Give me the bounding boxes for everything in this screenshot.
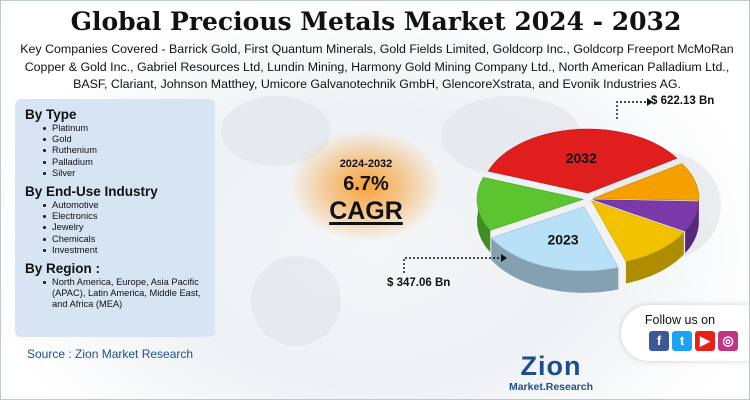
pie-slice-label-2023: 2023 bbox=[547, 232, 578, 248]
pie-slice-side bbox=[685, 201, 699, 254]
source-text: Source : Zion Market Research bbox=[27, 347, 194, 361]
value-label-2032: $ 622.13 Bn bbox=[651, 95, 715, 107]
list-item: Jewelry bbox=[43, 222, 207, 233]
list-item: Electronics bbox=[43, 211, 207, 222]
pie-slice-side bbox=[625, 232, 684, 284]
twitter-icon[interactable]: t bbox=[672, 331, 692, 351]
facebook-icon[interactable]: f bbox=[649, 331, 669, 351]
list-item: Investment bbox=[43, 245, 207, 256]
list-item: Silver bbox=[43, 168, 207, 179]
list-item: North America, Europe, Asia Pacific (APA… bbox=[43, 277, 205, 311]
cagr-label: CAGR bbox=[329, 197, 403, 225]
segment-list-end-use: Automotive Electronics Jewelry Chemicals… bbox=[43, 200, 207, 256]
pie-slice bbox=[590, 200, 685, 262]
logo-main-text: Zion bbox=[520, 351, 582, 381]
pie-slice bbox=[592, 163, 700, 201]
pie-slice-2023 bbox=[490, 206, 619, 272]
value-label-2023: $ 347.06 Bn bbox=[387, 277, 451, 289]
leader-line-2023 bbox=[403, 257, 501, 273]
instagram-icon[interactable]: ◎ bbox=[718, 331, 738, 351]
zion-logo: Zion Market.Research bbox=[506, 351, 596, 395]
arrow-head-2023 bbox=[501, 254, 507, 262]
cagr-glow bbox=[291, 131, 441, 241]
page-title: Global Precious Metals Market 2024 - 203… bbox=[70, 7, 682, 36]
list-item: Gold bbox=[43, 134, 207, 145]
pie-slice-label-2032: 2032 bbox=[566, 150, 597, 166]
cagr-period: 2024-2032 bbox=[339, 158, 393, 170]
list-item: Chemicals bbox=[43, 234, 207, 245]
youtube-icon[interactable]: ▶ bbox=[695, 331, 715, 351]
pie-slice-side bbox=[491, 237, 619, 293]
logo-sub-text: Market.Research bbox=[508, 381, 594, 393]
segment-heading-end-use: By End-Use Industry bbox=[25, 184, 158, 200]
segments-panel: By Type Platinum Gold Ruthenium Palladiu… bbox=[15, 99, 215, 337]
pie-slice-2032 bbox=[487, 128, 678, 194]
segment-heading-type: By Type bbox=[25, 107, 77, 122]
pie-slice bbox=[592, 199, 700, 232]
follow-us-label: Follow us on bbox=[644, 313, 716, 327]
pie-slice bbox=[476, 177, 585, 231]
world-map-decoration bbox=[251, 256, 341, 346]
list-item: Automotive bbox=[43, 200, 207, 211]
arrow-head-2032 bbox=[647, 98, 653, 106]
follow-us-box: Follow us on f t ▶ ◎ bbox=[621, 305, 749, 361]
key-companies-text: Key Companies Covered - Barrick Gold, Fi… bbox=[20, 42, 734, 91]
cagr-value: 6.7% bbox=[343, 173, 389, 195]
list-item: Ruthenium bbox=[43, 145, 207, 156]
segment-heading-region: By Region : bbox=[25, 261, 101, 277]
leader-line-2032 bbox=[616, 101, 647, 119]
segment-list-type: Platinum Gold Ruthenium Palladium Silver bbox=[43, 123, 207, 179]
pie-slice-side bbox=[477, 190, 491, 253]
segment-list-region: North America, Europe, Asia Pacific (APA… bbox=[43, 277, 205, 311]
list-item: Platinum bbox=[43, 123, 207, 134]
list-item: Palladium bbox=[43, 157, 207, 168]
